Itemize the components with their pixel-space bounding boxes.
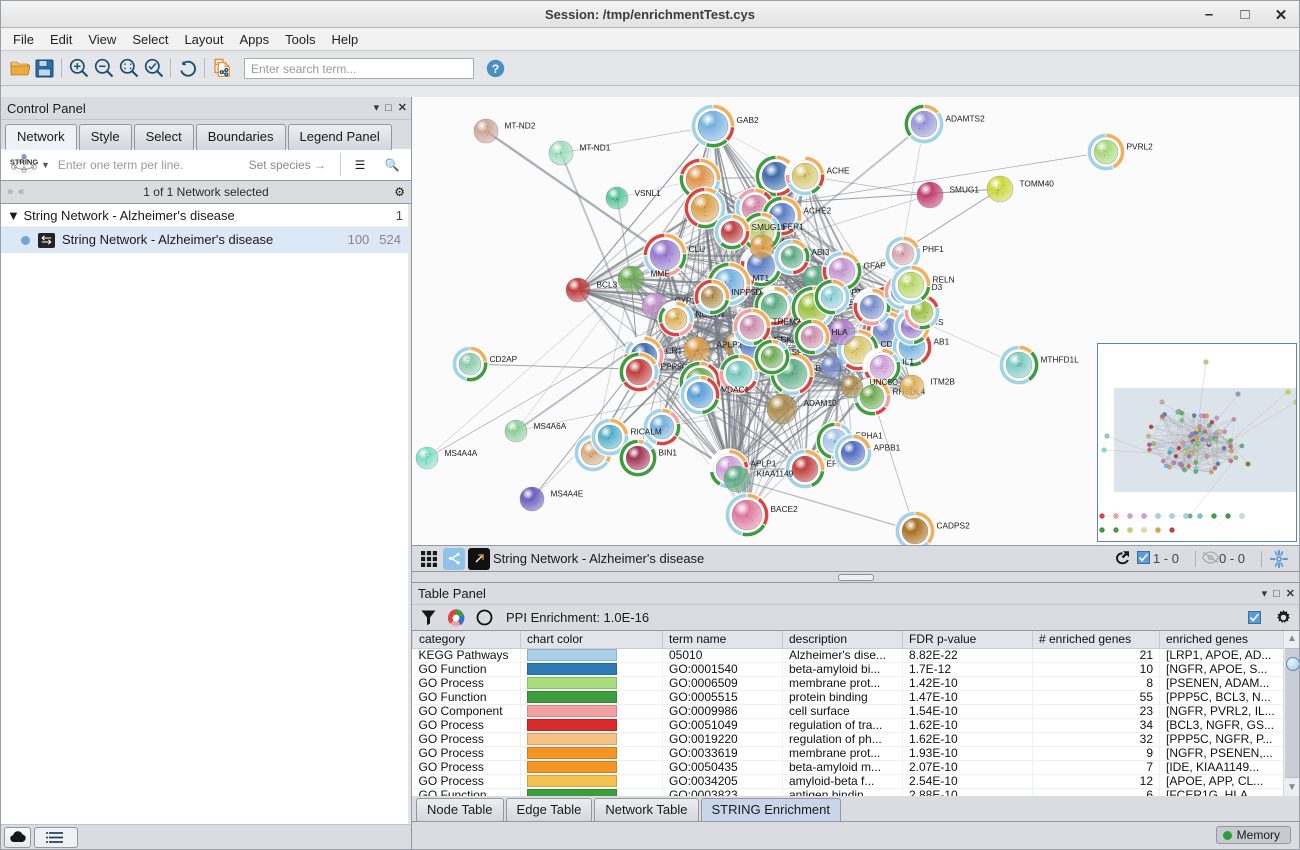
svg-text:INPP5D: INPP5D xyxy=(732,287,762,297)
svg-text:ADAMTS2: ADAMTS2 xyxy=(946,113,986,123)
svg-text:HLA: HLA xyxy=(832,327,849,337)
svg-text:VSNL1: VSNL1 xyxy=(635,188,662,198)
svg-text:FER1: FER1 xyxy=(783,221,805,231)
svg-text:APBB1: APBB1 xyxy=(874,443,901,453)
svg-text:PHF1: PHF1 xyxy=(923,244,945,254)
svg-text:CADPS2: CADPS2 xyxy=(937,520,971,530)
svg-text:ADAM10: ADAM10 xyxy=(804,398,838,408)
svg-text:ITM2B: ITM2B xyxy=(931,377,956,387)
svg-text:MME: MME xyxy=(651,268,671,278)
svg-text:UNC5C: UNC5C xyxy=(870,377,899,387)
svg-text:MS4A4A: MS4A4A xyxy=(445,448,478,458)
svg-text:RICALM: RICALM xyxy=(631,427,662,437)
svg-text:GAB2: GAB2 xyxy=(737,115,760,125)
svg-text:TREM2: TREM2 xyxy=(773,317,802,327)
svg-text:KIAA1149: KIAA1149 xyxy=(757,468,794,478)
svg-text:CLU: CLU xyxy=(689,244,706,254)
svg-text:MT-ND1: MT-ND1 xyxy=(580,143,611,153)
svg-text:APLP1: APLP1 xyxy=(751,458,777,468)
svg-text:MS4A6A: MS4A6A xyxy=(534,421,567,431)
svg-text:STRING: STRING xyxy=(10,157,39,166)
svg-text:MT-ND2: MT-ND2 xyxy=(505,121,536,131)
svg-text:ACHE: ACHE xyxy=(827,165,851,175)
svg-text:BCL3: BCL3 xyxy=(597,280,618,290)
svg-text:ABI3: ABI3 xyxy=(812,247,830,257)
svg-text:SMUG1: SMUG1 xyxy=(950,184,980,194)
svg-text:IL1: IL1 xyxy=(903,357,915,367)
svg-text:BIN1: BIN1 xyxy=(659,448,678,458)
svg-text:ACHE2: ACHE2 xyxy=(804,205,832,215)
svg-text:AB1: AB1 xyxy=(934,336,950,346)
svg-text:BACE2: BACE2 xyxy=(771,504,799,514)
svg-text:?: ? xyxy=(492,62,499,76)
svg-text:MT1: MT1 xyxy=(753,273,770,283)
svg-text:CD2AP: CD2AP xyxy=(490,354,518,364)
svg-text:RELN: RELN xyxy=(933,274,955,284)
svg-text:MS4A4E: MS4A4E xyxy=(551,489,584,499)
svg-text:SMUG1b: SMUG1b xyxy=(752,222,787,232)
svg-text:TOMM40: TOMM40 xyxy=(1020,178,1055,188)
svg-text:CR1: CR1 xyxy=(666,345,683,355)
svg-text:VDAC1: VDAC1 xyxy=(722,384,750,394)
svg-text:GFAP: GFAP xyxy=(864,260,887,270)
svg-text:MTHFD1L: MTHFD1L xyxy=(1041,354,1080,364)
svg-text:PVRL2: PVRL2 xyxy=(1127,142,1154,152)
